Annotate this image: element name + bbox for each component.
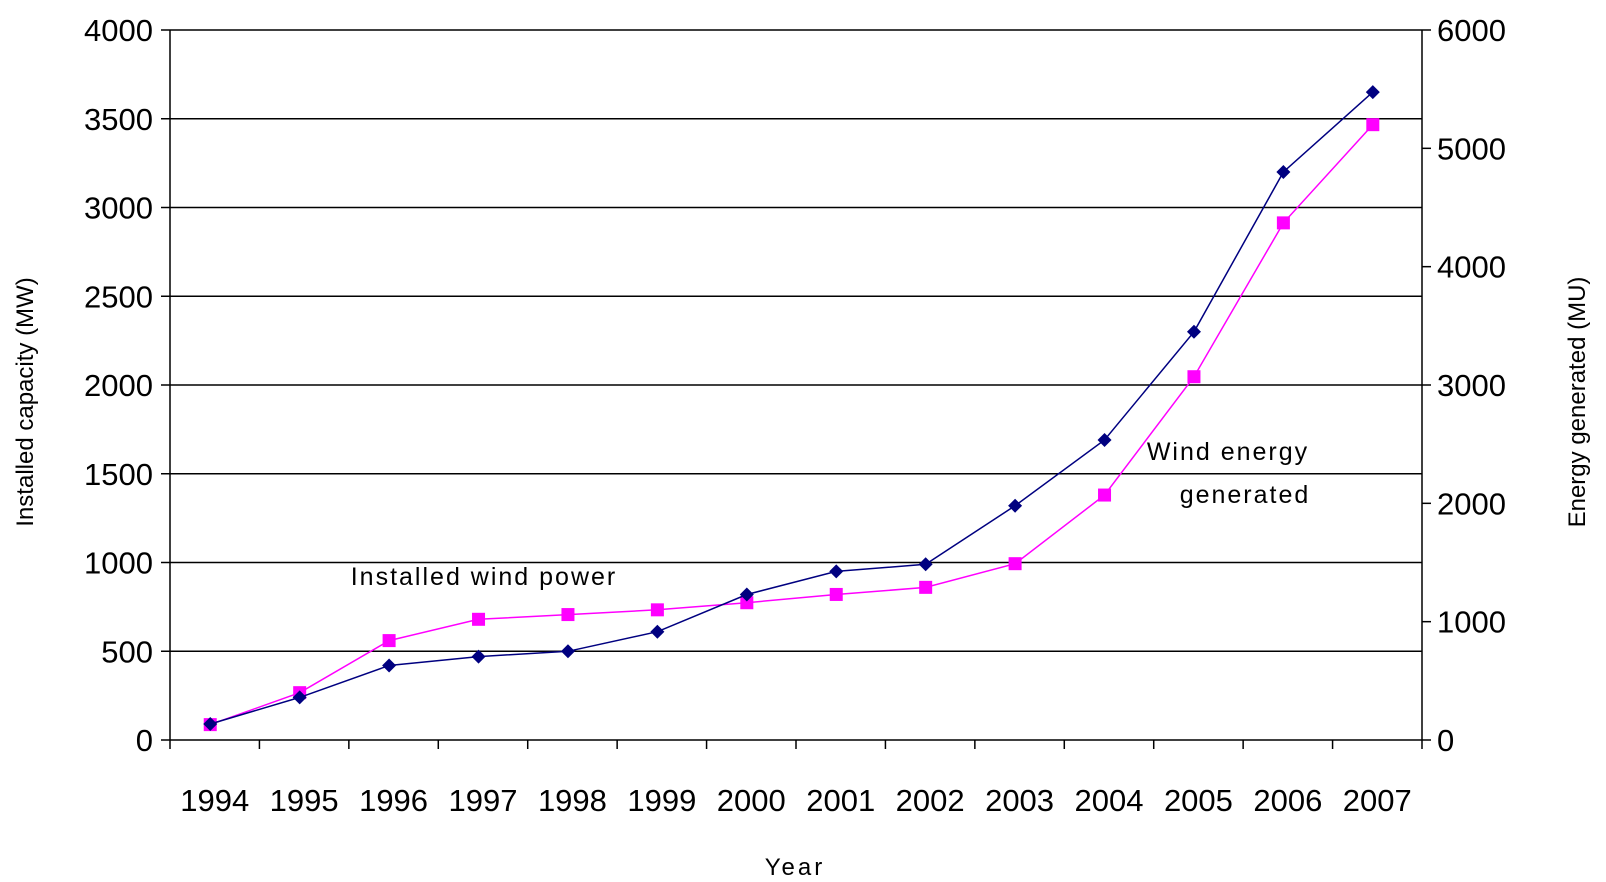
x-tick-label: 1995 — [270, 783, 339, 818]
x-axis-title: Year — [765, 854, 826, 881]
left-y-tick-label: 3500 — [84, 102, 153, 137]
data-point-wind-energy-generated — [1008, 557, 1022, 571]
data-point-installed-wind-power — [1276, 165, 1291, 179]
data-point-installed-wind-power — [739, 587, 754, 602]
x-tick-label: 2000 — [717, 783, 786, 818]
x-tick-label: 1994 — [180, 783, 249, 818]
x-tick-label: 1998 — [538, 783, 607, 818]
data-point-wind-energy-generated — [919, 580, 933, 594]
right-y-tick-label: 2000 — [1437, 486, 1506, 521]
data-point-wind-energy-generated — [1098, 488, 1112, 502]
data-point-wind-energy-generated — [1276, 216, 1290, 230]
left-y-axis-ticks: 0 500 1000 1500 2000 2500 3000 3500 4000 — [84, 13, 170, 758]
left-y-axis-title: Installed capacity (MW) — [12, 277, 39, 526]
data-point-wind-energy-generated — [1366, 118, 1380, 132]
x-tick-label: 2006 — [1253, 783, 1322, 818]
data-point-installed-wind-power — [1097, 433, 1112, 448]
left-y-tick-label: 4000 — [84, 13, 153, 48]
right-y-axis-title: Energy generated (MU) — [1564, 277, 1591, 528]
data-point-wind-energy-generated — [382, 634, 396, 648]
x-tick-label: 2003 — [985, 783, 1054, 818]
data-point-wind-energy-generated — [561, 608, 575, 622]
left-y-tick-label: 2000 — [84, 368, 153, 403]
data-point-installed-wind-power — [203, 717, 218, 732]
series-line-wind-energy-generated — [209, 124, 1374, 726]
right-y-tick-label: 0 — [1437, 723, 1454, 758]
annotation-wind-energy-line2: generated — [1180, 481, 1311, 509]
left-y-tick-label: 1500 — [84, 457, 153, 492]
data-point-wind-energy-generated — [1187, 370, 1201, 384]
data-point-wind-energy-generated — [650, 603, 664, 617]
x-tick-label: 2002 — [896, 783, 965, 818]
annotation-installed-wind-power: Installed wind power — [351, 563, 618, 591]
data-point-installed-wind-power — [560, 644, 575, 659]
right-y-tick-label: 4000 — [1437, 250, 1506, 285]
left-y-tick-label: 0 — [136, 723, 153, 758]
data-point-installed-wind-power — [471, 649, 486, 664]
data-point-wind-energy-generated — [472, 612, 486, 626]
left-y-tick-label: 3000 — [84, 191, 153, 226]
x-tick-label: 1999 — [627, 783, 696, 818]
x-tick-label: 2004 — [1075, 783, 1144, 818]
left-y-tick-label: 500 — [101, 634, 153, 669]
data-point-installed-wind-power — [1186, 324, 1201, 339]
x-tick-label: 2005 — [1164, 783, 1233, 818]
data-point-installed-wind-power — [1008, 498, 1023, 513]
left-y-tick-label: 2500 — [84, 279, 153, 314]
right-y-tick-label: 6000 — [1437, 13, 1506, 48]
right-y-tick-label: 1000 — [1437, 605, 1506, 640]
data-point-installed-wind-power — [292, 690, 307, 705]
series-line-installed-wind-power — [209, 91, 1374, 725]
x-tick-label: 2007 — [1343, 783, 1412, 818]
right-y-tick-label: 5000 — [1437, 131, 1506, 166]
data-point-installed-wind-power — [1365, 85, 1380, 100]
data-point-installed-wind-power — [829, 564, 844, 579]
right-y-tick-label: 3000 — [1437, 368, 1506, 403]
x-axis-ticks: 1994 1995 1996 1997 1998 1999 2000 2001 2002 2003… — [169, 740, 1423, 818]
series-layer — [203, 85, 1380, 732]
x-tick-label: 2001 — [806, 783, 875, 818]
x-tick-label: 1996 — [359, 783, 428, 818]
x-tick-label: 1997 — [449, 783, 518, 818]
data-point-wind-energy-generated — [829, 587, 843, 601]
data-point-installed-wind-power — [382, 658, 397, 673]
annotation-wind-energy-line1: Wind energy — [1147, 438, 1309, 466]
left-y-tick-label: 1000 — [84, 546, 153, 581]
data-point-installed-wind-power — [650, 624, 665, 639]
gridlines — [170, 29, 1422, 652]
data-point-installed-wind-power — [918, 557, 933, 572]
data-point-wind-energy-generated — [740, 596, 754, 610]
right-y-axis-ticks: 0 1000 2000 3000 4000 5000 6000 — [1422, 13, 1506, 758]
